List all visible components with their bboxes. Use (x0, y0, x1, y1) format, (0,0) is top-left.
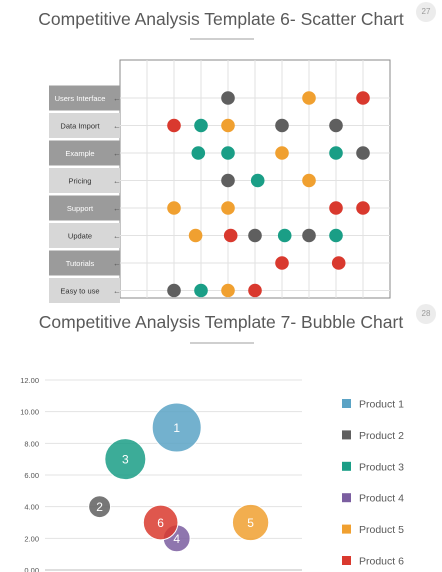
legend-label: Product 5 (359, 524, 404, 536)
scatter-point (248, 283, 262, 298)
scatter-point (329, 201, 343, 215)
legend-label: Product 6 (359, 556, 404, 568)
category-label-box (49, 113, 120, 138)
scatter-point (329, 118, 343, 133)
scatter-point (221, 201, 235, 215)
bubble-chart: 0.00 2.00 4.00 6.00 8.00 10.00 12.00 1 2 3 4 5 6 Prod… (20, 376, 404, 572)
category-label-box (49, 278, 120, 303)
scatter-point (221, 283, 235, 298)
legend-label: Product 4 (359, 493, 404, 505)
scatter-point (331, 256, 346, 270)
bubble-3 (104, 438, 147, 481)
scatter-point (167, 118, 181, 133)
category-arrow: ← (113, 232, 121, 241)
scatter-point (194, 283, 208, 298)
category-label: Pricing (69, 177, 92, 186)
category-label-box (49, 85, 120, 111)
category-label-box (49, 223, 120, 248)
scatter-point (221, 118, 235, 133)
scatter-point (223, 228, 238, 243)
y-tick-label: 4.00 (24, 503, 39, 512)
legend-swatch (342, 493, 351, 503)
scatter-point (194, 118, 208, 133)
category-label: Easy to use (60, 287, 99, 296)
bubble-1 (151, 402, 202, 453)
page-number-badge: 28 (416, 304, 436, 324)
scatter-point (356, 146, 370, 160)
scatter-point (275, 256, 289, 270)
category-label-box (49, 140, 120, 166)
category-label-box (49, 250, 120, 276)
slide-title: Competitive Analysis Template 6- Scatter… (38, 9, 404, 29)
category-label: Users Interface (55, 94, 106, 103)
category-arrow: ← (113, 259, 121, 268)
category-label: Example (65, 149, 94, 158)
scatter-point (275, 146, 289, 160)
category-label: Update (68, 232, 92, 241)
legend-swatch (342, 430, 351, 440)
bubble-2 (88, 495, 112, 519)
y-tick-label: 12.00 (20, 376, 39, 385)
scatter-point (250, 173, 265, 188)
scatter-point (302, 91, 316, 105)
category-arrow: ← (113, 149, 121, 158)
scatter-point (356, 91, 370, 105)
legend-label: Product 3 (359, 461, 404, 473)
scatter-chart: Users Interface ← Data Import ← Example ← Pric… (49, 59, 391, 303)
legend-swatch (342, 399, 351, 408)
scatter-point (221, 146, 235, 160)
scatter-point (188, 228, 203, 243)
category-arrow: ← (113, 204, 121, 213)
scatter-point (275, 118, 289, 133)
category-label: Support (67, 204, 94, 213)
legend-swatch (342, 524, 351, 534)
category-label-box (49, 195, 120, 221)
scatter-point (191, 146, 206, 160)
scatter-point (277, 228, 292, 243)
category-label-box (49, 168, 120, 193)
bubble-label: 3 (122, 453, 129, 467)
slide-bubble: Competitive Analysis Template 7- Bubble … (0, 304, 442, 572)
category-arrow: ← (113, 177, 121, 186)
y-tick-label: 2.00 (24, 534, 39, 543)
bubble-5 (231, 503, 270, 542)
bubble-label: 1 (173, 421, 180, 435)
legend-label: Product 2 (359, 430, 404, 442)
y-tick-label: 6.00 (24, 471, 39, 480)
scatter-point (248, 228, 262, 243)
category-label: Data Import (60, 122, 100, 131)
category-label: Tutorials (66, 259, 95, 268)
y-tick-label: 10.00 (20, 408, 39, 417)
scatter-point (329, 146, 343, 160)
category-arrow: ← (113, 94, 121, 103)
legend-label: Product 1 (359, 399, 404, 411)
bubble-6 (142, 504, 179, 541)
category-arrow: ← (113, 122, 121, 131)
scatter-point (167, 201, 181, 215)
legend-swatch (342, 556, 351, 565)
scatter-point (302, 173, 316, 188)
title-underline (190, 342, 254, 344)
scatter-point (221, 91, 235, 105)
bubble-label: 4 (173, 532, 180, 546)
scatter-point (329, 228, 343, 243)
title-underline (190, 38, 254, 40)
bubble-label: 5 (247, 516, 254, 530)
scatter-point (221, 173, 235, 188)
category-arrow: ← (113, 287, 121, 296)
legend-swatch (342, 461, 351, 471)
scatter-point (167, 283, 181, 298)
scatter-point (356, 201, 370, 215)
slide-scatter: Competitive Analysis Template 6- Scatter… (38, 2, 436, 303)
slide-title: Competitive Analysis Template 7- Bubble … (38, 312, 404, 332)
scatter-point (302, 228, 316, 243)
bubble-label: 2 (96, 500, 103, 514)
y-tick-label: 0.00 (24, 566, 39, 572)
y-tick-label: 8.00 (24, 439, 39, 448)
bubble-label: 6 (157, 516, 164, 530)
page-number-badge: 27 (416, 2, 436, 22)
